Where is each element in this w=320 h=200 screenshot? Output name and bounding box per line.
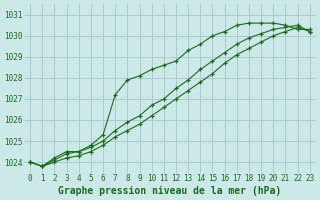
X-axis label: Graphe pression niveau de la mer (hPa): Graphe pression niveau de la mer (hPa) (58, 186, 282, 196)
